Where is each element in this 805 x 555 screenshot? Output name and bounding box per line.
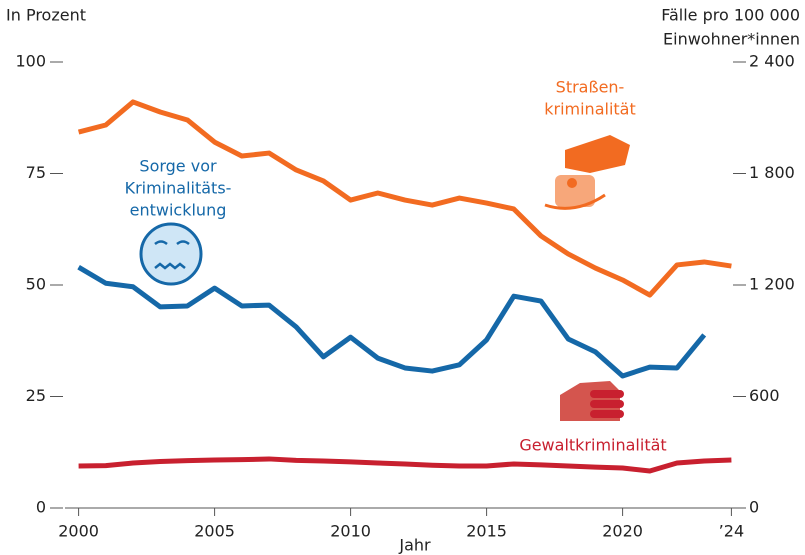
x-tick-label: 2000 — [58, 522, 99, 541]
y-axis-label: In Prozent — [6, 6, 86, 25]
y2-axis-label: Einwohner*innen — [663, 30, 800, 49]
y2-axis-label: Fälle pro 100 000 — [661, 6, 800, 25]
y2-tick-label: 600 — [749, 386, 780, 405]
series-label: Straßen- — [556, 78, 625, 97]
y2-tick-label: 1 200 — [749, 275, 795, 294]
x-tick-label: ’24 — [719, 522, 744, 541]
y-tick-label: 100 — [15, 52, 46, 71]
x-tick-label: 2015 — [466, 522, 507, 541]
x-tick-label: 2020 — [602, 522, 643, 541]
y2-tick-label: 1 800 — [749, 163, 795, 182]
y2-tick-label: 0 — [749, 498, 759, 517]
chart: In Prozent Fälle pro 100 000 Einwohner*i… — [0, 0, 805, 555]
y-tick-label: 25 — [26, 386, 46, 405]
worried-face-icon — [141, 224, 201, 284]
series-label: Kriminalitäts- — [125, 179, 232, 198]
x-axis-label: Jahr — [398, 536, 431, 555]
y2-tick-label: 2 400 — [749, 52, 795, 71]
y-tick-label: 50 — [26, 275, 46, 294]
y-tick-label: 0 — [36, 498, 46, 517]
series-label: Sorge vor — [139, 157, 217, 176]
violence-icon — [560, 381, 624, 421]
series-label: entwicklung — [130, 201, 227, 220]
x-tick-label: 2005 — [194, 522, 235, 541]
series-label: Gewaltkriminalität — [519, 436, 666, 455]
theft-icon — [545, 135, 630, 208]
y-tick-label: 75 — [26, 163, 46, 182]
x-tick-label: 2010 — [330, 522, 371, 541]
series-label: kriminalität — [544, 100, 636, 119]
series-line — [79, 459, 732, 471]
